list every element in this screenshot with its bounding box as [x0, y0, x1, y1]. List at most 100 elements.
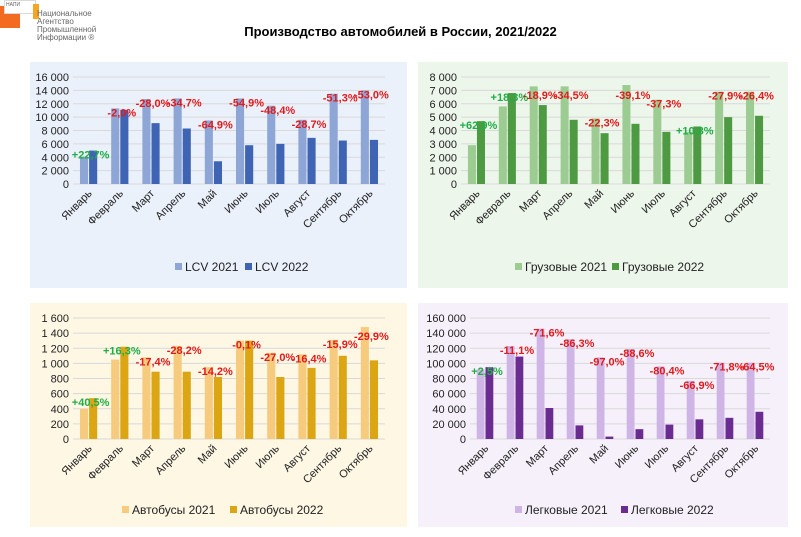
- y-tick-label: 16 000: [35, 72, 69, 84]
- legend-swatch: [230, 506, 237, 513]
- change-label: -34,7%: [167, 97, 202, 109]
- y-tick-label: 4 000: [429, 126, 457, 138]
- bar-легковые-2022: [545, 407, 554, 439]
- bar-грузовые-2021: [529, 86, 538, 184]
- logo-line: Агентство: [37, 17, 74, 26]
- bar-lcv-2022: [307, 137, 316, 184]
- bar-lcv-2021: [204, 120, 213, 184]
- bar-автобусы-2021: [204, 367, 213, 439]
- bar-автобусы-2022: [245, 340, 254, 439]
- bar-автобусы-2022: [89, 398, 98, 439]
- change-label: +2,5%: [471, 366, 503, 378]
- y-tick-label: 200: [51, 419, 69, 431]
- change-label: -64,9%: [198, 119, 233, 131]
- bar-автобусы-2022: [369, 360, 379, 439]
- bar-автобусы-2021: [360, 327, 369, 439]
- bar-грузовые-2021: [591, 118, 600, 184]
- bar-lcv-2021: [360, 90, 369, 184]
- bar-lcv-2021: [235, 98, 245, 184]
- y-tick-label: 2 000: [41, 166, 69, 178]
- legend-swatch: [175, 263, 182, 270]
- y-tick-label: 8 000: [429, 72, 457, 84]
- bar-грузовые-2022: [569, 119, 578, 184]
- bar-легковые-2021: [536, 328, 545, 439]
- bar-легковые-2022: [485, 367, 494, 439]
- y-tick-label: 60 000: [432, 389, 466, 401]
- legend-label: LCV 2021: [185, 260, 239, 274]
- bar-легковые-2021: [566, 339, 575, 439]
- y-tick-label: 120 000: [426, 343, 466, 355]
- change-label: -18,9%: [523, 90, 558, 102]
- logo-abbrev: НАПИ: [6, 2, 21, 8]
- bar-автобусы-2022: [213, 376, 223, 439]
- bar-грузовые-2022: [662, 131, 671, 184]
- bar-автобусы-2021: [267, 352, 276, 439]
- change-label: -71,8%: [710, 362, 745, 374]
- bar-легковые-2022: [575, 425, 584, 439]
- y-tick-label: 800: [51, 374, 69, 386]
- bar-грузовые-2022: [755, 115, 764, 184]
- legend-swatch: [245, 263, 252, 270]
- legend-swatch: [515, 263, 522, 270]
- legend-swatch: [621, 506, 628, 513]
- y-tick-label: 14 000: [35, 85, 69, 97]
- bar-грузовые-2022: [693, 126, 702, 184]
- bar-легковые-2021: [746, 362, 755, 439]
- change-label: -37,3%: [646, 99, 681, 111]
- bar-lcv-2021: [111, 108, 120, 184]
- change-label: -16,4%: [292, 353, 327, 365]
- change-label: -2,0%: [107, 107, 136, 119]
- bar-автобусы-2022: [307, 367, 316, 439]
- change-label: -66,9%: [680, 380, 715, 392]
- y-tick-label: 6 000: [429, 99, 457, 111]
- y-tick-label: 1 200: [41, 343, 69, 355]
- y-tick-label: 80 000: [432, 374, 466, 386]
- change-label: -15,9%: [323, 339, 358, 351]
- y-tick-label: 100 000: [426, 358, 466, 370]
- bar-lcv-2021: [79, 156, 89, 184]
- y-tick-label: 0: [63, 179, 69, 191]
- bar-грузовые-2021: [746, 91, 755, 184]
- legend-swatch: [612, 263, 619, 270]
- y-tick-label: 12 000: [35, 99, 69, 111]
- change-label: +18,3%: [491, 92, 529, 104]
- bar-грузовые-2022: [507, 93, 516, 184]
- bar-автобусы-2021: [111, 359, 120, 439]
- bar-lcv-2022: [245, 145, 254, 184]
- bar-грузовые-2022: [724, 117, 733, 184]
- logo-line: Промышленной: [37, 25, 97, 34]
- bar-lcv-2022: [120, 109, 129, 184]
- y-tick-label: 2 000: [429, 152, 457, 164]
- change-label: -0,1%: [232, 340, 261, 352]
- legend-swatch: [122, 506, 129, 513]
- bar-грузовые-2021: [653, 99, 662, 184]
- bar-автобусы-2022: [276, 376, 285, 439]
- y-tick-label: 3 000: [429, 139, 457, 151]
- y-tick-label: 400: [51, 404, 69, 416]
- bar-автобусы-2021: [173, 345, 182, 439]
- logo-line: Информации ®: [37, 33, 95, 42]
- bar-легковые-2022: [725, 417, 734, 439]
- bar-lcv-2021: [329, 93, 338, 184]
- bar-легковые-2022: [605, 436, 614, 439]
- y-tick-label: 40 000: [432, 404, 466, 416]
- change-label: -22,3%: [585, 117, 620, 129]
- bar-легковые-2022: [695, 419, 704, 439]
- page-title: Производство автомобилей в России, 2021/…: [244, 24, 557, 39]
- napi-logo: НАПИ Национальное Агентство Промышленной…: [0, 0, 110, 58]
- y-tick-label: 1 000: [429, 166, 457, 178]
- y-tick-label: 4 000: [41, 152, 69, 164]
- change-label: -28,0%: [136, 98, 171, 110]
- change-label: -39,1%: [616, 90, 651, 102]
- change-label: -80,4%: [650, 365, 685, 377]
- bar-автобусы-2021: [79, 408, 89, 439]
- bar-lcv-2021: [298, 119, 307, 184]
- change-label: -53,0%: [354, 89, 389, 101]
- change-label: +22,7%: [72, 150, 110, 162]
- bar-легковые-2021: [686, 380, 695, 439]
- bar-автобусы-2021: [298, 354, 307, 439]
- y-tick-label: 1 400: [41, 328, 69, 340]
